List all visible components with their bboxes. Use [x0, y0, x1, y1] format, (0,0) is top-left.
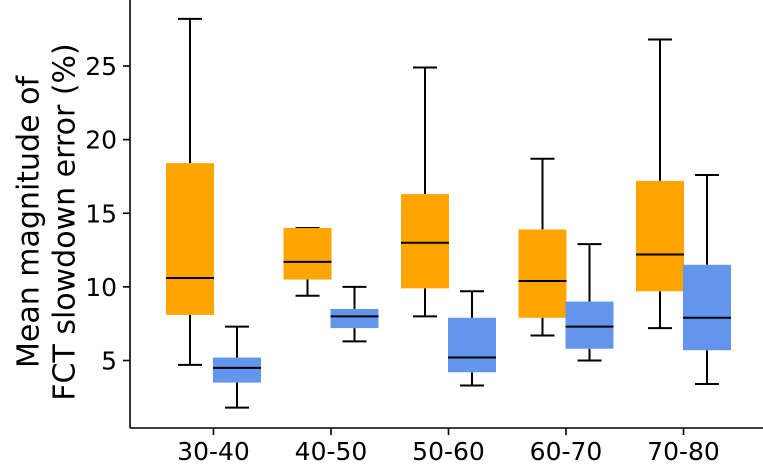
y-axis: 5 10 15 20 25 [85, 0, 131, 428]
box-blue-50-60 [448, 290, 496, 387]
box-blue-30-40 [213, 325, 261, 409]
box-blue-60-70 [565, 243, 614, 362]
x-axis: 30-40 40-50 50-60 60-70 70-80 [130, 427, 763, 466]
box-blue-70-80 [683, 173, 731, 386]
y-axis-label-line: FCT slowdown error (%) [48, 43, 83, 400]
y-tick-label: 10 [85, 273, 117, 302]
y-tick-label: 5 [101, 347, 117, 376]
y-axis-label: Mean magnitude of FCT slowdown error (%) [12, 43, 83, 400]
y-tick-label: 20 [85, 126, 117, 155]
y-axis-label-line: Mean magnitude of [12, 75, 47, 368]
iqr-box [636, 180, 684, 292]
box-orange-60-70 [518, 157, 567, 337]
iqr-box [213, 357, 261, 383]
y-tick-label: 15 [85, 199, 117, 228]
y-tick-label: 25 [85, 52, 117, 81]
plot-area [166, 17, 731, 409]
iqr-box [401, 194, 449, 289]
iqr-box [283, 227, 332, 280]
x-tick-label: 50-60 [412, 437, 485, 466]
x-tick-label: 40-50 [295, 437, 368, 466]
iqr-box [448, 317, 496, 373]
iqr-box [330, 308, 379, 329]
x-tick-label: 60-70 [530, 437, 603, 466]
x-tick-label: 30-40 [177, 437, 250, 466]
box-orange-70-80 [636, 38, 684, 330]
box-orange-40-50 [283, 226, 332, 297]
iqr-box [166, 163, 214, 315]
x-tick-label: 70-80 [647, 437, 720, 466]
iqr-box [565, 301, 614, 349]
iqr-box [683, 264, 731, 351]
box-orange-50-60 [401, 66, 449, 318]
iqr-box [518, 229, 567, 318]
box-blue-40-50 [330, 285, 379, 343]
box-orange-30-40 [166, 17, 214, 366]
